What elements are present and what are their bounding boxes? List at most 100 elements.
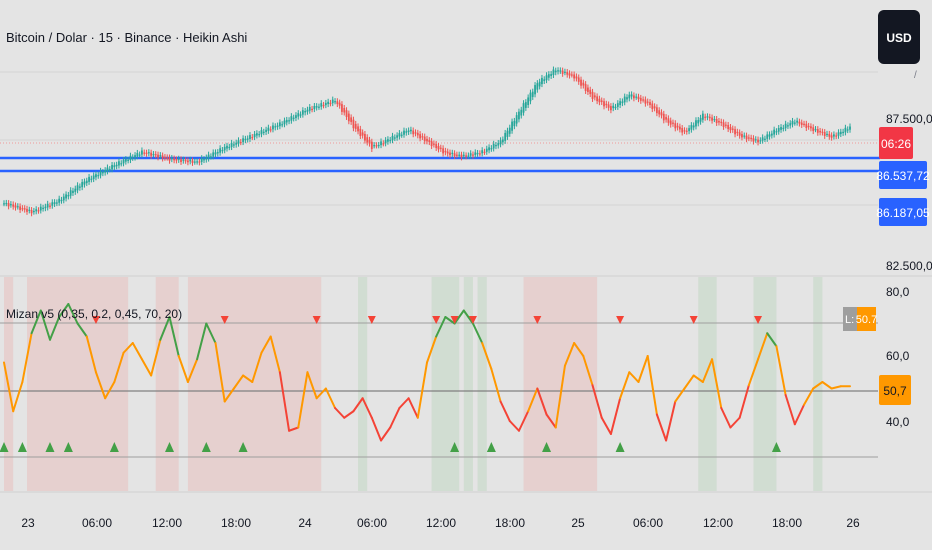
candle-body <box>736 131 739 134</box>
candle-body <box>421 136 424 138</box>
time-label: 06:00 <box>633 516 663 530</box>
price-pane[interactable] <box>0 66 880 217</box>
candle-body <box>745 135 748 140</box>
candle-body <box>846 129 849 131</box>
candle-body <box>777 128 780 132</box>
candle-body <box>844 127 847 133</box>
candle-body <box>315 106 318 108</box>
oscillator-segment <box>21 332 33 383</box>
candle-body <box>216 152 219 154</box>
time-label: 23 <box>21 516 35 530</box>
oscillator-segment <box>444 316 456 325</box>
candle-body <box>361 132 364 136</box>
up-signal-marker <box>450 442 460 452</box>
down-signal-marker <box>220 316 229 324</box>
candle-body <box>485 148 488 152</box>
candle-body <box>626 97 628 100</box>
candle-body <box>285 119 288 123</box>
candle-body <box>644 99 647 104</box>
oscillator-segment <box>573 342 585 357</box>
indicator-pane[interactable] <box>0 277 878 491</box>
candle-body <box>49 205 51 207</box>
oscillator-segment <box>370 416 383 442</box>
candle-body <box>559 70 562 72</box>
countdown-tag: 06:26 <box>879 127 913 159</box>
candle-body <box>839 131 842 135</box>
candle-body <box>545 75 548 81</box>
candle-body <box>124 159 127 162</box>
down-signal-marker <box>367 316 376 324</box>
currency-button[interactable]: USD <box>878 10 920 64</box>
candle-body <box>784 123 787 129</box>
candle-body <box>74 188 77 192</box>
candle-body <box>39 206 42 211</box>
candle-body <box>200 158 203 162</box>
candle-body <box>731 128 734 130</box>
candle-body <box>674 123 677 129</box>
candle-body <box>706 116 709 118</box>
candle-body <box>134 155 136 158</box>
price-tick: 87.500,00 <box>886 112 932 126</box>
candle-body <box>667 118 670 123</box>
candle-body <box>816 129 819 133</box>
candle-body <box>713 118 716 121</box>
candle-body <box>375 145 378 147</box>
candle-body <box>389 139 392 142</box>
candle-body <box>19 206 21 210</box>
candle-body <box>311 108 313 111</box>
oscillator-segment <box>186 358 199 383</box>
candle-body <box>405 131 408 133</box>
candle-body <box>58 198 61 203</box>
candle-body <box>170 157 173 160</box>
oscillator-segment <box>260 335 272 354</box>
candle-body <box>490 148 493 150</box>
candle-body <box>823 132 826 136</box>
candle-body <box>129 155 132 161</box>
candle-body <box>412 130 415 135</box>
candle-body <box>630 94 633 97</box>
candle-body <box>345 110 348 117</box>
candle-body <box>161 155 164 159</box>
candle-body <box>798 121 801 124</box>
candle-body <box>531 91 534 97</box>
candle-body <box>106 167 109 172</box>
indicator-title: Mizan v5 (0,35, 0.2, 0,45, 70, 20) <box>6 307 182 321</box>
time-label: 06:00 <box>82 516 112 530</box>
oscillator-segment <box>122 342 134 354</box>
candle-body <box>281 124 284 126</box>
candle-body <box>230 142 233 148</box>
candle-body <box>92 175 95 180</box>
candle-body <box>115 164 118 167</box>
oscillator-segment <box>104 381 116 400</box>
candle-body <box>180 159 182 162</box>
candle-body <box>143 152 146 154</box>
candle-body <box>690 125 693 130</box>
candle-body <box>442 148 444 154</box>
candle-body <box>662 113 665 121</box>
candle-body <box>738 132 741 136</box>
oscillator-segment <box>757 332 769 361</box>
oscillator-segment <box>85 335 97 374</box>
candle-body <box>729 126 732 131</box>
candle-body <box>262 131 265 133</box>
oscillator-segment <box>380 426 392 442</box>
down-signal-marker <box>616 316 625 324</box>
candle-body <box>35 209 38 212</box>
up-signal-marker <box>615 442 625 452</box>
candle-body <box>478 153 481 155</box>
oscillator-segment <box>30 309 42 335</box>
candle-body <box>561 70 564 74</box>
candle-body <box>322 104 325 107</box>
time-label: 26 <box>846 516 860 530</box>
oscillator-segment <box>334 407 346 419</box>
candle-body <box>564 71 566 73</box>
candle-body <box>819 130 822 133</box>
candle-body <box>593 95 596 98</box>
candle-body <box>837 132 840 136</box>
candle-body <box>814 129 817 131</box>
candle-body <box>635 96 638 98</box>
time-axis[interactable]: 23 06:00 12:00 18:00 24 06:00 12:00 18:0… <box>21 516 860 530</box>
candle-body <box>455 154 458 156</box>
candle-body <box>164 157 166 159</box>
